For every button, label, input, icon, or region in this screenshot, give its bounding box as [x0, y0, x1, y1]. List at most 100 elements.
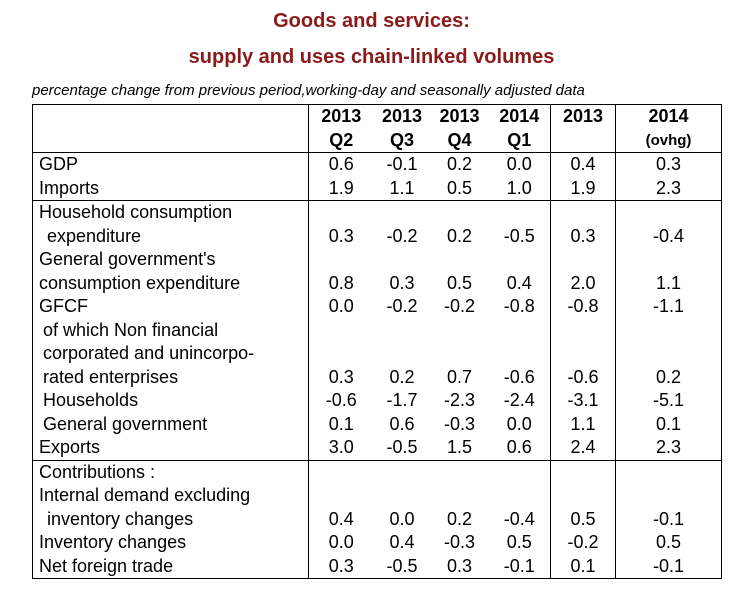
table-row: Inventory changes 0.0 0.4 -0.3 0.5 -0.2 … [33, 531, 722, 555]
row-label-household-cont: expenditure [47, 225, 142, 246]
cell: 1.9 [308, 176, 374, 201]
cell: 0.0 [488, 152, 551, 177]
row-label-nfe-cont: corporated and unincorpo- [43, 343, 255, 363]
cell: 0.3 [308, 224, 374, 248]
cell: -2.3 [443, 390, 476, 410]
cell: 0.3 [615, 152, 722, 177]
cell: -0.3 [443, 532, 476, 552]
table-row: inventory changes 0.4 0.0 0.2 -0.4 0.5 -… [33, 507, 722, 531]
cell: 0.5 [446, 272, 473, 293]
table-row: Household consumption [32, 200, 722, 225]
cell: 1.1 [389, 177, 415, 198]
row-label-nfe: of which Non financial [43, 319, 219, 340]
cell: 1.1 [550, 412, 616, 436]
header-col-3: 2013 Q4 [439, 106, 480, 150]
cell: 0.3 [308, 554, 374, 579]
header-col-5: 2013 [550, 104, 616, 153]
table-row: General government's [33, 248, 722, 272]
row-label-gdp: GDP [32, 152, 309, 177]
cell: 2.0 [550, 271, 616, 295]
cell: 0.2 [389, 366, 415, 387]
cell: -0.1 [615, 507, 722, 531]
row-label-inventory-changes: Inventory changes [39, 532, 187, 552]
cell: -0.8 [503, 296, 535, 316]
row-label-contributions: Contributions : [32, 459, 309, 484]
cell: 0.5 [550, 507, 616, 531]
cell: 0.0 [308, 531, 374, 555]
cell: 0.8 [308, 271, 374, 295]
row-label-government: General government's [39, 249, 216, 269]
cell: 0.4 [506, 272, 532, 293]
cell: 0.5 [446, 177, 473, 198]
row-label-exports: Exports [39, 437, 101, 457]
cell: 0.0 [308, 295, 374, 319]
cell: 0.3 [389, 272, 415, 293]
table-row: rated enterprises 0.3 0.2 0.7 -0.6 -0.6 … [33, 365, 722, 389]
table-row: corporated and unincorpo- [33, 342, 722, 366]
title-line-2: supply and uses chain-linked volumes [188, 46, 555, 68]
header-col-2: 2013 Q3 [381, 106, 423, 150]
cell: 0.3 [308, 365, 374, 389]
cell: 0.1 [615, 412, 722, 436]
cell: 0.4 [308, 507, 374, 531]
cell: 3.0 [308, 436, 374, 460]
cell: -0.6 [503, 366, 535, 387]
cell: 1.1 [615, 271, 722, 295]
cell: 1.0 [506, 177, 532, 198]
cell: -0.8 [550, 295, 616, 319]
cell: -0.2 [386, 225, 418, 246]
table-row: General government 0.1 0.6 -0.3 0.0 1.1 … [33, 412, 722, 436]
row-label-gfcf: GFCF [39, 296, 88, 316]
table-row: Households -0.6 -1.7 -2.3 -2.4 -3.1 -5.1 [33, 389, 722, 413]
row-label-households: Households [43, 390, 139, 410]
table-row: Internal demand excluding [33, 484, 722, 508]
data-table: 2013 Q2 2013 Q3 2013 Q4 2014 Q1 2013 2014 (ov… [32, 104, 722, 579]
cell: -0.4 [615, 224, 722, 248]
header-col-1: 2013 Q2 [308, 104, 374, 153]
cell: 2.4 [550, 436, 616, 460]
cell: 0.5 [615, 531, 722, 555]
cell: 0.6 [308, 152, 374, 177]
row-label-internal-demand-cont: inventory changes [47, 508, 194, 529]
cell: 0.2 [615, 365, 722, 389]
cell: -0.2 [386, 296, 418, 316]
cell: -0.1 [503, 555, 535, 576]
cell: 0.2 [446, 508, 473, 529]
cell: -0.6 [550, 365, 616, 389]
cell: 0.6 [506, 437, 532, 457]
cell: 0.4 [389, 532, 415, 552]
cell: -0.2 [443, 296, 476, 316]
cell: 0.6 [389, 413, 415, 434]
cell: 2.3 [615, 436, 722, 460]
row-label-internal-demand: Internal demand excluding [39, 485, 251, 505]
cell: -0.5 [503, 225, 535, 246]
row-label-household: Household consumption [32, 200, 309, 225]
cell: -0.6 [308, 389, 374, 413]
table-row: consumption expenditure 0.8 0.3 0.5 0.4 … [33, 271, 722, 295]
cell: 1.9 [550, 176, 616, 201]
row-label-government-cont: consumption expenditure [39, 272, 241, 293]
header-col-4: 2014 Q1 [499, 106, 540, 150]
table-row: Net foreign trade 0.3 -0.5 0.3 -0.1 0.1 … [33, 554, 722, 579]
cell: 0.3 [550, 224, 616, 248]
cell: -0.3 [443, 413, 476, 434]
cell: -0.2 [550, 531, 616, 555]
cell: 0.2 [430, 152, 489, 177]
cell: -0.1 [373, 152, 431, 177]
cell: 0.3 [446, 555, 473, 576]
cell: 2.3 [615, 176, 722, 201]
cell: 0.1 [308, 412, 374, 436]
row-label-imports: Imports [39, 177, 100, 198]
row-label-net-foreign-trade: Net foreign trade [39, 555, 174, 576]
cell: 0.0 [389, 508, 415, 529]
table-row: of which Non financial [33, 318, 722, 342]
cell: 1.5 [446, 437, 473, 457]
row-label-general-government: General government [43, 413, 208, 434]
cell: -1.7 [386, 390, 418, 410]
header-label-cell [33, 105, 309, 153]
title-line-1: Goods and services: [273, 10, 470, 32]
cell: 0.7 [446, 366, 473, 387]
cell: -0.1 [615, 554, 722, 579]
table-row: GFCF 0.0 -0.2 -0.2 -0.8 -0.8 -1.1 [33, 295, 722, 319]
cell: 0.1 [550, 554, 616, 579]
